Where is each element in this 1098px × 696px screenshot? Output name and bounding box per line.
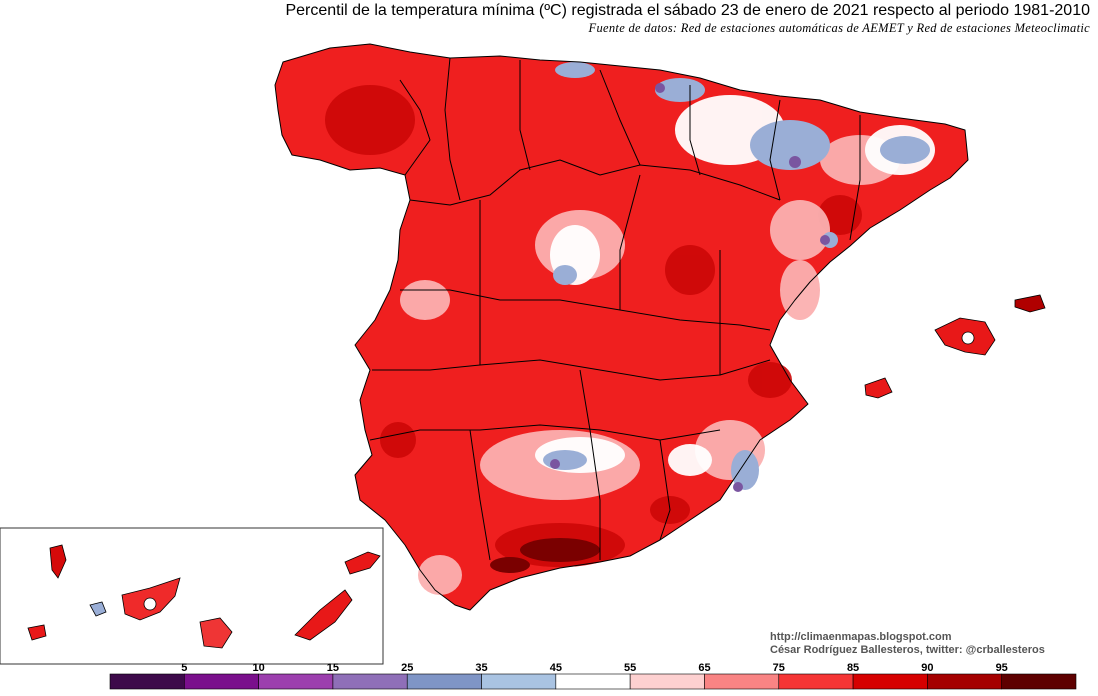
legend-swatch [852,673,928,690]
canary-islands-inset [0,527,384,665]
balearic-islands [864,294,1046,399]
legend-tick-label: 85 [847,662,859,674]
map-title: Percentil de la temperatura mínima (ºC) … [285,2,1090,19]
legend-swatch [406,673,482,690]
legend-swatch [332,673,408,690]
legend-swatch [704,673,780,690]
legend-swatch [109,673,185,690]
legend-tick-label: 95 [996,662,1008,674]
legend-swatch [778,673,854,690]
credits: http://climaenmapas.blogspot.com César R… [770,631,1045,657]
legend-swatch [258,673,334,690]
legend-swatch [481,673,557,690]
legend-swatch [184,673,259,690]
legend-tick-label: 25 [401,662,413,674]
legend-tick-label: 10 [252,662,264,674]
legend-swatch [927,673,1002,690]
legend-tick-label: 90 [921,662,933,674]
legend-tick-label: 65 [698,662,710,674]
iberia-landmass [275,44,968,610]
data-source-subtitle: Fuente de datos: Red de estaciones autom… [588,21,1090,35]
legend-tick-label: 45 [550,662,562,674]
credits-author: César Rodríguez Ballesteros, twitter: @c… [770,644,1045,656]
legend-swatch [629,673,705,690]
legend-swatch [1001,673,1077,690]
legend-tick-label: 35 [475,662,487,674]
canary-islands [27,544,381,649]
legend-tick-label: 75 [773,662,785,674]
legend-swatch [555,673,631,690]
legend-tick-label: 15 [327,662,339,674]
credits-url: http://climaenmapas.blogspot.com [770,631,952,643]
legend-tick-label: 55 [624,662,636,674]
legend-tick-label: 5 [181,662,187,674]
